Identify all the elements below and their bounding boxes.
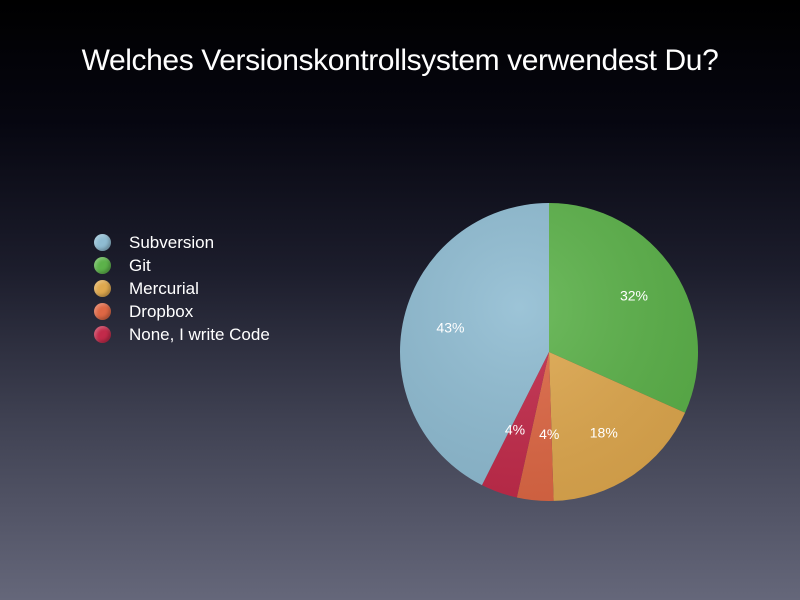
legend-swatch-git (94, 257, 111, 274)
pie-labels: 32% 18% 4% 4% 43% (436, 288, 648, 442)
legend-swatch-dropbox (94, 303, 111, 320)
legend-swatch-mercurial (94, 280, 111, 297)
pie-label-subversion: 43% (436, 319, 464, 335)
pie-sheen (400, 203, 698, 501)
chart-legend: Subversion Git Mercurial Dropbox None, I… (94, 231, 270, 346)
legend-label-subversion: Subversion (129, 232, 215, 252)
pie-label-none-i-write-code: 4% (505, 421, 525, 437)
legend-item-dropbox: Dropbox (94, 300, 270, 323)
legend-swatch-none (94, 326, 111, 343)
pie-label-git: 32% (620, 288, 648, 304)
legend-label-dropbox: Dropbox (129, 301, 194, 321)
legend-item-none: None, I write Code (94, 323, 270, 346)
legend-item-mercurial: Mercurial (94, 277, 270, 300)
pie-slices (400, 203, 698, 501)
legend-label-none: None, I write Code (129, 324, 270, 344)
pie-label-dropbox: 4% (539, 426, 559, 442)
legend-swatch-subversion (94, 234, 111, 251)
pie-label-mercurial: 18% (590, 424, 618, 440)
legend-label-mercurial: Mercurial (129, 278, 199, 298)
legend-item-subversion: Subversion (94, 231, 270, 254)
legend-label-git: Git (129, 255, 151, 275)
legend-item-git: Git (94, 254, 270, 277)
chart-title: Welches Versionskontrollsystem verwendes… (81, 44, 719, 77)
